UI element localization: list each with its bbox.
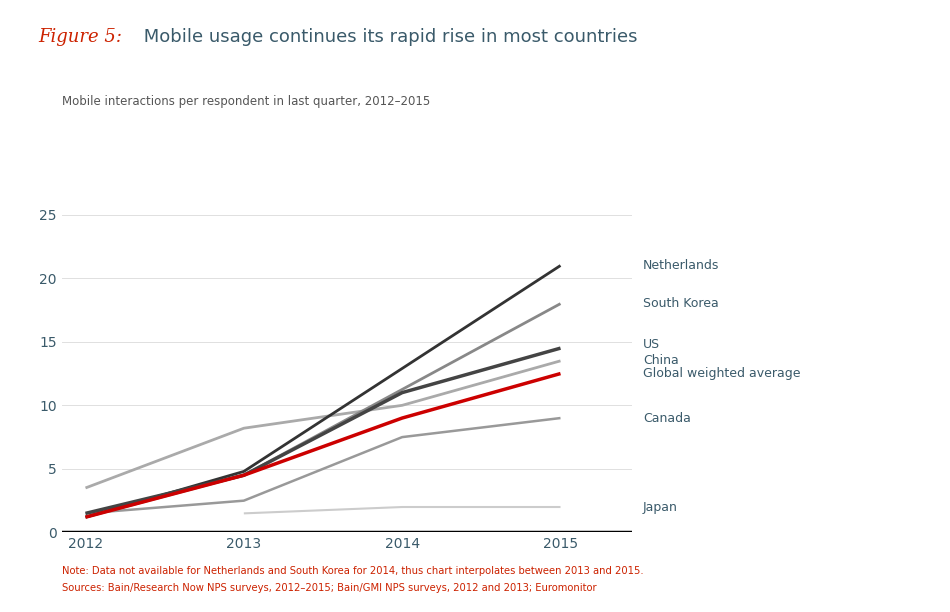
Text: Sources: Bain/Research Now NPS surveys, 2012–2015; Bain/GMI NPS surveys, 2012 an: Sources: Bain/Research Now NPS surveys, … bbox=[62, 583, 597, 592]
Text: US: US bbox=[643, 338, 660, 351]
Text: Mobile usage continues its rapid rise in most countries: Mobile usage continues its rapid rise in… bbox=[138, 28, 637, 45]
Text: Netherlands: Netherlands bbox=[643, 259, 719, 272]
Text: China: China bbox=[643, 354, 678, 367]
Text: Figure 5:: Figure 5: bbox=[38, 28, 122, 45]
Text: Canada: Canada bbox=[643, 411, 691, 425]
Text: Japan: Japan bbox=[643, 501, 677, 513]
Text: South Korea: South Korea bbox=[643, 297, 718, 310]
Text: Global weighted average: Global weighted average bbox=[643, 367, 800, 380]
Text: Mobile interactions per respondent in last quarter, 2012–2015: Mobile interactions per respondent in la… bbox=[62, 95, 430, 108]
Text: Note: Data not available for Netherlands and South Korea for 2014, thus chart in: Note: Data not available for Netherlands… bbox=[62, 566, 643, 576]
